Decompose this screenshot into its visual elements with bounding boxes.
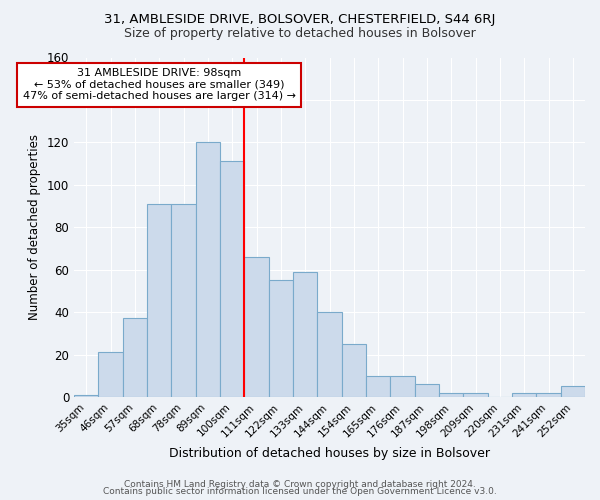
- Bar: [439, 392, 463, 397]
- Text: 31, AMBLESIDE DRIVE, BOLSOVER, CHESTERFIELD, S44 6RJ: 31, AMBLESIDE DRIVE, BOLSOVER, CHESTERFI…: [104, 12, 496, 26]
- Text: 31 AMBLESIDE DRIVE: 98sqm
← 53% of detached houses are smaller (349)
47% of semi: 31 AMBLESIDE DRIVE: 98sqm ← 53% of detac…: [23, 68, 296, 102]
- Bar: [512, 392, 536, 397]
- Bar: [341, 344, 366, 397]
- Bar: [244, 257, 269, 397]
- Bar: [147, 204, 172, 397]
- Bar: [98, 352, 122, 397]
- Y-axis label: Number of detached properties: Number of detached properties: [28, 134, 41, 320]
- Bar: [196, 142, 220, 397]
- X-axis label: Distribution of detached houses by size in Bolsover: Distribution of detached houses by size …: [169, 447, 490, 460]
- Bar: [560, 386, 585, 397]
- Bar: [269, 280, 293, 397]
- Bar: [463, 392, 488, 397]
- Bar: [391, 376, 415, 397]
- Bar: [293, 272, 317, 397]
- Bar: [220, 162, 244, 397]
- Bar: [415, 384, 439, 397]
- Bar: [536, 392, 560, 397]
- Text: Size of property relative to detached houses in Bolsover: Size of property relative to detached ho…: [124, 28, 476, 40]
- Bar: [317, 312, 341, 397]
- Bar: [74, 395, 98, 397]
- Text: Contains public sector information licensed under the Open Government Licence v3: Contains public sector information licen…: [103, 487, 497, 496]
- Bar: [122, 318, 147, 397]
- Bar: [366, 376, 391, 397]
- Text: Contains HM Land Registry data © Crown copyright and database right 2024.: Contains HM Land Registry data © Crown c…: [124, 480, 476, 489]
- Bar: [172, 204, 196, 397]
